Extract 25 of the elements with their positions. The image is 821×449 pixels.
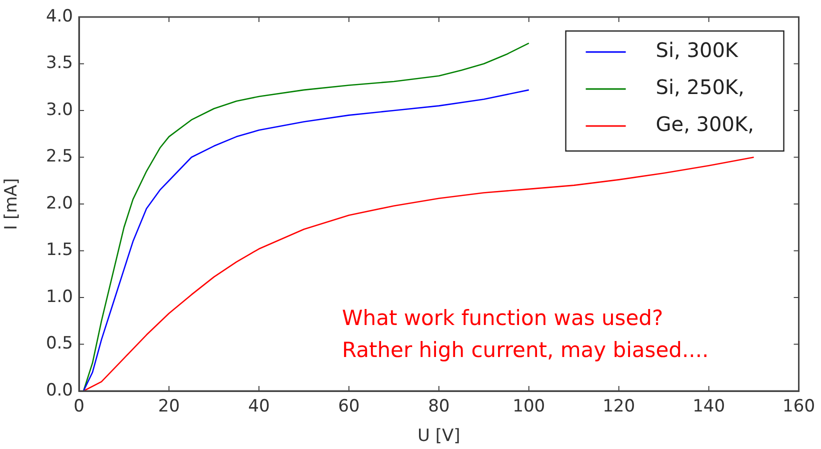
legend-label: Ge, 300K, <box>656 112 754 136</box>
x-tick-label: 160 <box>782 396 816 417</box>
annotation: What work function was used? <box>342 306 664 330</box>
legend-label: Si, 300K <box>656 38 739 62</box>
y-tick-label: 4.0 <box>46 6 73 26</box>
y-tick-label: 0.5 <box>46 334 73 354</box>
x-tick-label: 40 <box>248 396 270 417</box>
x-tick-label: 60 <box>338 396 360 417</box>
x-axis-title: U [V] <box>418 426 460 446</box>
y-tick-label: 3.5 <box>46 53 73 74</box>
y-tick-label: 2.5 <box>46 146 73 167</box>
x-tick-label: 100 <box>512 396 546 417</box>
x-tick-label: 0 <box>74 396 84 417</box>
legend-label: Si, 250K, <box>656 75 744 100</box>
x-tick-label: 20 <box>158 396 180 417</box>
x-tick-label: 80 <box>428 396 450 417</box>
y-tick-label: 1.0 <box>46 286 73 307</box>
y-tick-label: 2.0 <box>46 193 73 214</box>
y-tick-label: 3.0 <box>46 100 73 120</box>
y-tick-label: 1.5 <box>46 240 73 260</box>
annotation: Rather high current, may biased.... <box>342 338 709 362</box>
x-tick-label: 120 <box>602 396 636 417</box>
x-tick-label: 140 <box>692 396 726 417</box>
y-axis-title: I [mA] <box>2 178 22 230</box>
y-tick-label: 0.0 <box>46 380 73 400</box>
